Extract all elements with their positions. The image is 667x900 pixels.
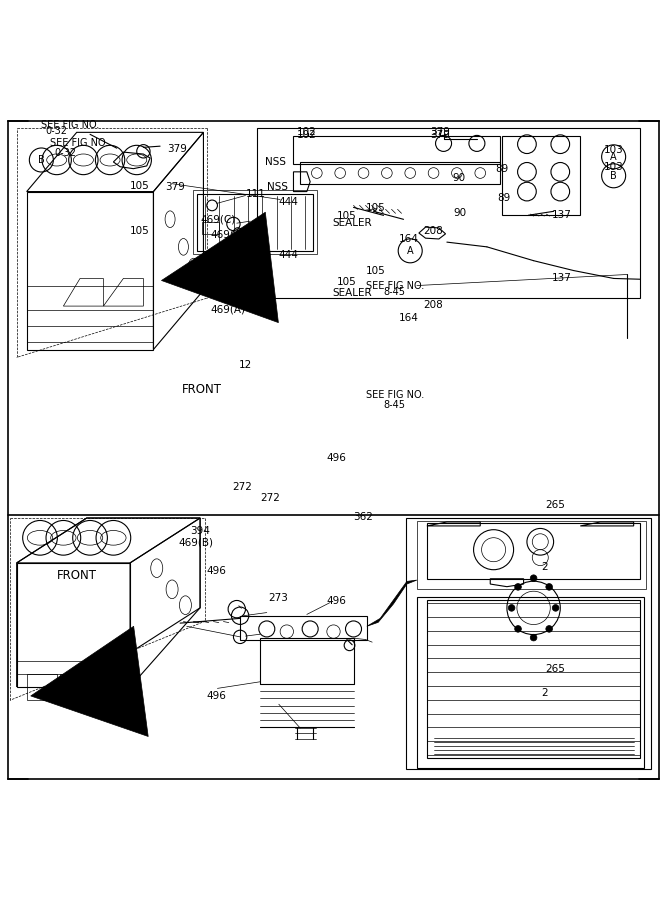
Text: 273: 273 — [268, 593, 288, 603]
Text: 103: 103 — [604, 161, 624, 172]
Text: 469(B): 469(B) — [179, 537, 213, 547]
Text: 362: 362 — [354, 512, 374, 522]
Text: B: B — [610, 171, 617, 181]
Circle shape — [546, 583, 552, 590]
Text: 12: 12 — [239, 360, 252, 370]
Circle shape — [530, 634, 537, 641]
Bar — [406, 518, 651, 769]
Text: 2: 2 — [542, 688, 548, 698]
Text: 8-45: 8-45 — [384, 400, 406, 410]
Text: 379: 379 — [430, 127, 450, 137]
Text: 394: 394 — [190, 526, 210, 536]
Text: 2: 2 — [542, 562, 548, 572]
Text: FRONT: FRONT — [181, 383, 221, 397]
Text: SEALER: SEALER — [332, 218, 372, 229]
Text: 105: 105 — [130, 182, 150, 192]
Text: FRONT: FRONT — [181, 274, 221, 287]
Text: A: A — [610, 152, 617, 162]
Text: 496: 496 — [327, 596, 347, 607]
Bar — [427, 600, 640, 759]
Text: 0-32: 0-32 — [45, 126, 67, 136]
Text: FRONT: FRONT — [57, 569, 97, 582]
Text: 379: 379 — [165, 182, 185, 192]
Text: 102: 102 — [297, 130, 317, 140]
Text: SEE FIG NO.: SEE FIG NO. — [366, 391, 424, 401]
Text: SEE FIG NO.: SEE FIG NO. — [366, 281, 424, 291]
Text: 89: 89 — [495, 164, 508, 174]
Text: 469(A): 469(A) — [210, 230, 245, 239]
Circle shape — [552, 605, 559, 611]
Text: 496: 496 — [207, 566, 227, 576]
Text: SEE FIG NO.: SEE FIG NO. — [41, 121, 99, 130]
Text: 265: 265 — [546, 500, 566, 509]
Text: 0-32: 0-32 — [55, 148, 77, 158]
Text: A: A — [407, 246, 414, 256]
Text: SEE FIG NO.: SEE FIG NO. — [50, 139, 108, 148]
Text: NSS: NSS — [265, 157, 286, 167]
Text: 105: 105 — [337, 277, 357, 287]
Text: 496: 496 — [327, 453, 347, 463]
Text: 444: 444 — [279, 249, 299, 259]
Circle shape — [530, 575, 537, 581]
Text: 12: 12 — [239, 263, 252, 273]
Text: FRONT: FRONT — [57, 689, 97, 703]
Circle shape — [508, 605, 515, 611]
Text: 137: 137 — [552, 273, 572, 283]
Circle shape — [515, 583, 522, 590]
Text: 469(C): 469(C) — [200, 280, 235, 290]
Text: 272: 272 — [232, 482, 252, 491]
Text: 111: 111 — [245, 239, 265, 249]
Text: 379: 379 — [167, 144, 187, 154]
Text: B: B — [38, 155, 45, 165]
Text: 137: 137 — [552, 211, 572, 220]
Text: 90: 90 — [452, 173, 466, 183]
Text: 105: 105 — [130, 226, 150, 236]
Bar — [257, 129, 640, 298]
Text: 272: 272 — [260, 493, 280, 503]
Text: 105: 105 — [366, 203, 386, 213]
Text: 8-45: 8-45 — [384, 287, 406, 297]
Polygon shape — [367, 580, 417, 626]
Text: 208: 208 — [424, 300, 444, 310]
Circle shape — [222, 259, 231, 269]
Text: 164: 164 — [399, 234, 419, 244]
Circle shape — [546, 626, 552, 632]
Text: 89: 89 — [497, 193, 510, 202]
Text: 102: 102 — [297, 127, 317, 137]
Bar — [197, 194, 313, 251]
Text: 444: 444 — [279, 197, 299, 207]
Text: 265: 265 — [546, 664, 566, 674]
Text: 469(A): 469(A) — [210, 305, 245, 315]
Text: 105: 105 — [337, 212, 357, 221]
Circle shape — [515, 626, 522, 632]
Text: 379: 379 — [430, 130, 450, 140]
Text: NSS: NSS — [267, 182, 287, 192]
Text: 111: 111 — [245, 189, 265, 199]
Bar — [193, 190, 317, 254]
Text: 496: 496 — [207, 690, 227, 700]
Text: 105: 105 — [366, 266, 386, 276]
Text: 103: 103 — [604, 145, 624, 155]
Bar — [202, 221, 219, 234]
Text: 90: 90 — [454, 208, 467, 218]
Bar — [417, 598, 644, 768]
Text: 469(C): 469(C) — [200, 214, 235, 224]
Text: 164: 164 — [399, 313, 419, 323]
Text: SEALER: SEALER — [332, 288, 372, 298]
Text: 208: 208 — [424, 226, 444, 236]
